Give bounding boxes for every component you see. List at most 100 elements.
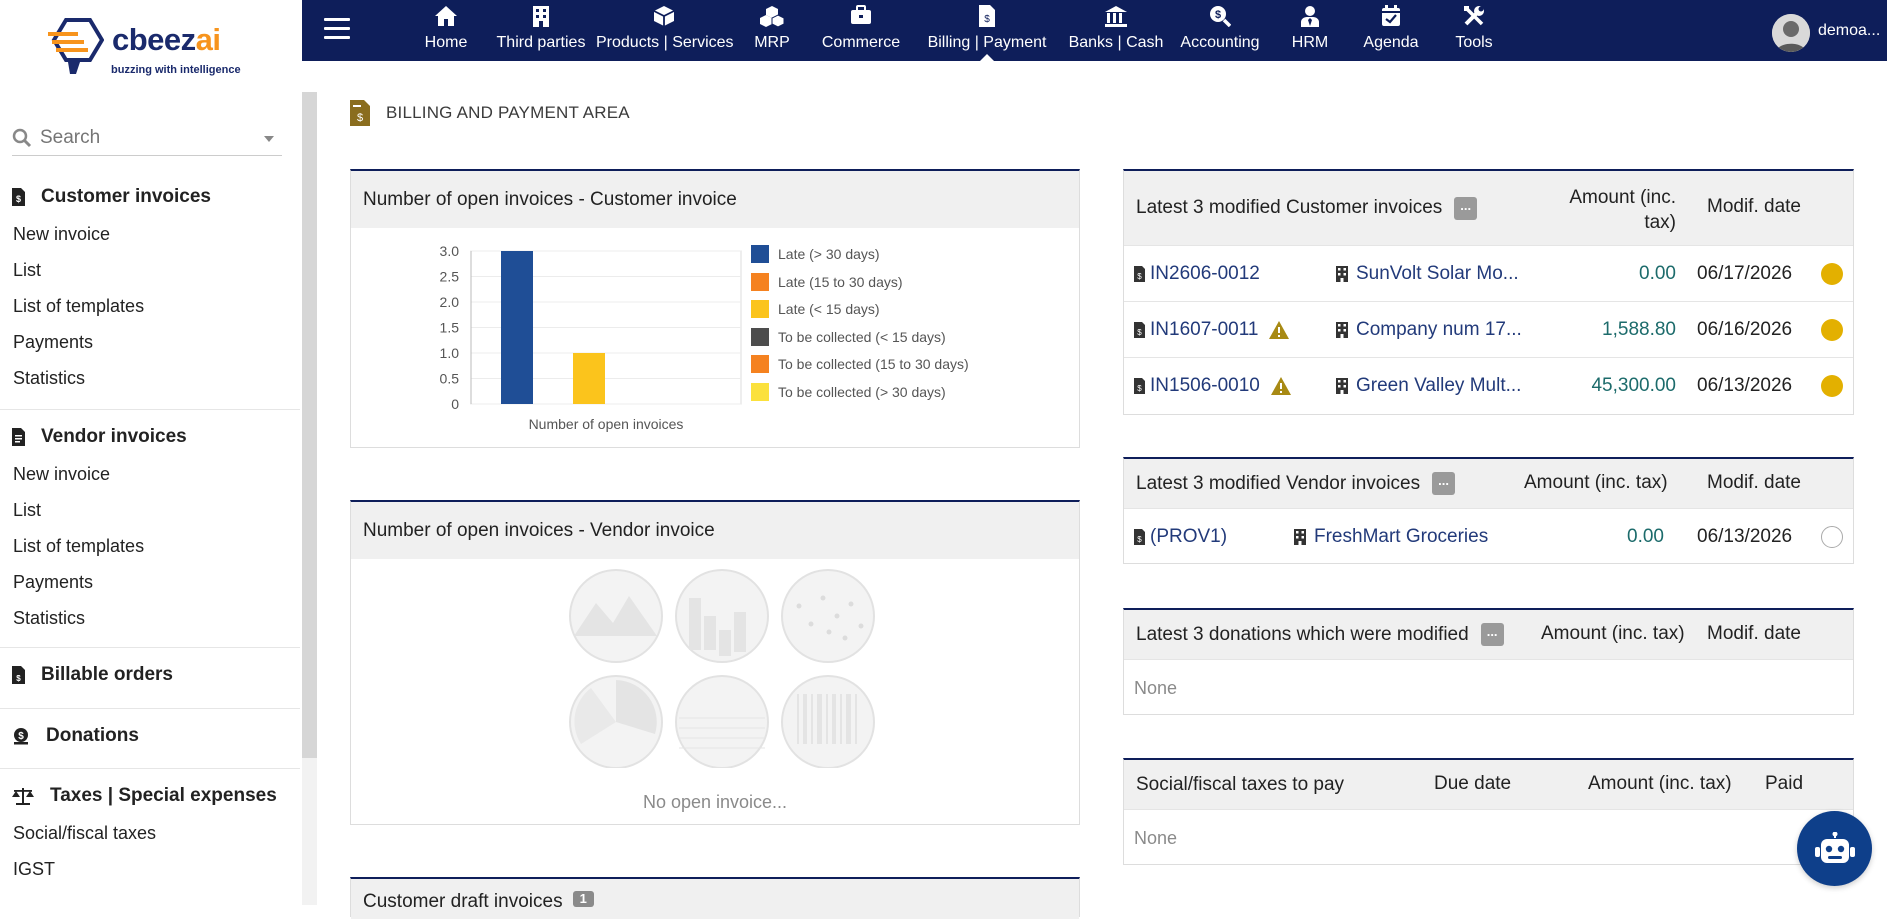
avatar[interactable]: [1772, 14, 1810, 52]
nav-label: Billing | Payment: [927, 34, 1047, 51]
sidebar-item-customer-templates[interactable]: List of templates: [13, 296, 145, 316]
bee-logo-icon: [48, 18, 104, 74]
invoice-ref-link[interactable]: $ IN2606-0012: [1134, 246, 1260, 302]
sidebar-item-vendor-statistics[interactable]: Statistics: [13, 608, 86, 628]
cube-icon: [653, 6, 675, 26]
invoice-icon: $: [1134, 322, 1145, 338]
nav-banks-cash[interactable]: Banks | Cash: [1064, 0, 1168, 61]
hamburger-menu-icon[interactable]: [324, 18, 350, 40]
brand-logo[interactable]: cbeezai buzzing with intelligence: [48, 18, 258, 80]
thirdparty-link[interactable]: FreshMart Groceries: [1294, 509, 1488, 565]
tools-icon: [1464, 6, 1484, 26]
sidebar-item-customer-new-invoice[interactable]: New invoice: [13, 224, 111, 244]
legend-label: Late (> 30 days): [778, 246, 880, 262]
sidebar-section-billable-orders: $ Billable orders: [0, 647, 300, 708]
box-title: Latest 3 modified Customer invoices: [1136, 197, 1443, 218]
nav-home[interactable]: Home: [406, 0, 486, 61]
legend-label: To be collected (15 to 30 days): [778, 356, 969, 372]
sidebar-item-vendor-payments[interactable]: Payments: [13, 572, 94, 592]
sidebar-head-taxes[interactable]: Taxes | Special expenses: [0, 781, 300, 811]
sidebar-item-vendor-new-invoice[interactable]: New invoice: [13, 464, 111, 484]
column-header-date: Modif. date: [1707, 196, 1801, 217]
more-button[interactable]: ...: [1480, 623, 1504, 646]
more-button[interactable]: ...: [1432, 472, 1455, 495]
legend-item[interactable]: To be collected (15 to 30 days): [751, 355, 969, 373]
sidebar-head-donations[interactable]: $ Donations: [0, 721, 300, 751]
legend-swatch: [751, 245, 769, 263]
svg-text:$: $: [1137, 328, 1142, 337]
svg-text:$: $: [16, 194, 21, 204]
column-header-paid: Paid: [1765, 773, 1804, 794]
nav-commerce[interactable]: Commerce: [812, 0, 910, 61]
thirdparty-link[interactable]: Company num 17...: [1336, 302, 1522, 358]
column-header-amount: Amount (inc. tax): [1524, 472, 1668, 493]
sidebar-item-igst[interactable]: IGST: [13, 859, 56, 879]
nav-mrp[interactable]: MRP: [732, 0, 812, 61]
latest-donations-box: Latest 3 donations which were modified .…: [1123, 608, 1854, 715]
sidebar-head-vendor-invoices[interactable]: Vendor invoices: [0, 422, 300, 452]
user-name[interactable]: demoa...: [1818, 22, 1881, 39]
user-tie-icon: [1301, 6, 1319, 27]
invoice-ref-link[interactable]: $ IN1607-0011: [1134, 302, 1290, 358]
nav-label: Accounting: [1180, 34, 1260, 51]
legend-item[interactable]: To be collected (< 15 days): [751, 327, 946, 346]
nav-products-services[interactable]: Products | Services: [596, 0, 734, 61]
thirdparty-link[interactable]: Green Valley Mult...: [1336, 358, 1521, 414]
invoice-amount: 45,300.00: [1591, 375, 1676, 396]
thirdparty-name: Green Valley Mult...: [1356, 375, 1522, 396]
chevron-down-icon[interactable]: [264, 136, 274, 142]
sidebar-head-billable-orders[interactable]: $ Billable orders: [0, 660, 300, 690]
box-header: Number of open invoices - Customer invoi…: [351, 171, 1079, 228]
nav-agenda[interactable]: Agenda: [1348, 0, 1434, 61]
invoice-date: 06/16/2026: [1697, 319, 1793, 340]
thirdparty-link[interactable]: SunVolt Solar Mo...: [1336, 246, 1519, 302]
sidebar-scrollbar-thumb[interactable]: [302, 92, 317, 758]
sidebar-head-label: Customer invoices: [41, 186, 211, 207]
sidebar-item-customer-payments[interactable]: Payments: [13, 332, 94, 352]
sidebar-head-label: Donations: [46, 725, 139, 746]
legend-item[interactable]: To be collected (> 30 days): [751, 382, 946, 401]
legend-item[interactable]: Late (> 30 days): [751, 245, 880, 263]
nav-hrm[interactable]: HRM: [1272, 0, 1348, 61]
search-box[interactable]: [12, 124, 282, 156]
nav-billing-payment[interactable]: $ Billing | Payment: [910, 0, 1064, 61]
chatbot-button[interactable]: [1797, 811, 1872, 886]
table-header: Latest 3 donations which were modified .…: [1124, 610, 1853, 659]
nav-third-parties[interactable]: Third parties: [486, 0, 596, 61]
sidebar-head-label: Billable orders: [41, 664, 173, 685]
legend-label: Late (15 to 30 days): [778, 273, 903, 290]
svg-text:$: $: [16, 674, 21, 683]
y-tick-label: 1.0: [440, 345, 460, 361]
legend-item[interactable]: Late (< 15 days): [751, 300, 880, 318]
bar-0: [501, 251, 533, 404]
calendar-check-icon: [1382, 5, 1400, 26]
nav-tools[interactable]: Tools: [1434, 0, 1514, 61]
more-button[interactable]: ...: [1454, 196, 1478, 220]
invoice-amount: 1,588.80: [1602, 319, 1676, 340]
invoice-ref-link[interactable]: $ (PROV1): [1134, 509, 1227, 565]
invoice-ref-link[interactable]: $ IN1506-0010: [1134, 358, 1292, 414]
svg-text:$: $: [357, 112, 363, 124]
brand-name: cbeezai: [112, 22, 221, 57]
invoice-icon: $: [1134, 378, 1145, 394]
sidebar-item-social-fiscal-taxes[interactable]: Social/fiscal taxes: [13, 823, 157, 843]
empty-text: None: [1134, 827, 1178, 848]
y-tick-label: 3.0: [440, 243, 460, 259]
legend-swatch: [751, 382, 769, 401]
sidebar-item-customer-list[interactable]: List: [13, 260, 42, 280]
search-input[interactable]: [40, 127, 260, 149]
sidebar-section-customer-invoices: $ Customer invoices New invoice List Lis…: [0, 182, 300, 396]
sidebar-item-vendor-templates[interactable]: List of templates: [13, 536, 145, 556]
sidebar-head-customer-invoices[interactable]: $ Customer invoices: [0, 182, 300, 212]
nav-accounting[interactable]: $ Accounting: [1168, 0, 1272, 61]
legend-item[interactable]: Late (15 to 30 days): [751, 272, 903, 291]
column-header-date: Modif. date: [1707, 472, 1801, 493]
svg-text:$: $: [1215, 9, 1221, 21]
table-row: None: [1124, 809, 1853, 865]
sidebar-item-customer-statistics[interactable]: Statistics: [13, 368, 86, 388]
legend-swatch: [751, 272, 769, 291]
svg-text:$: $: [18, 731, 24, 742]
svg-text:$: $: [1137, 535, 1142, 544]
sidebar-item-vendor-list[interactable]: List: [13, 500, 42, 520]
user-menu[interactable]: demoa...: [1772, 0, 1887, 61]
